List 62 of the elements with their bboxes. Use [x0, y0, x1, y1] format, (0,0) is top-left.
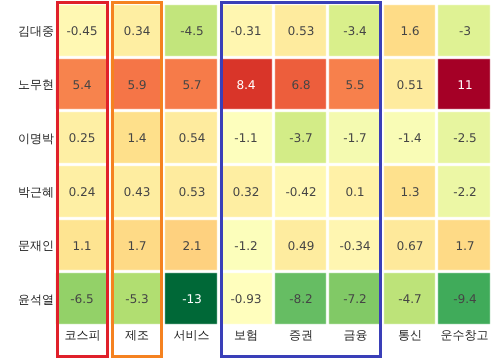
- data-label: 0.53: [178, 185, 206, 200]
- data-label: 1.3: [400, 185, 420, 200]
- data-label: 0.51: [396, 78, 424, 92]
- data-label: 0.43: [124, 185, 150, 200]
- data-label: -0.31: [230, 24, 262, 38]
- data-label: -7.2: [343, 292, 367, 306]
- data-label: -3: [459, 24, 471, 38]
- x-tick-label: 운수창고: [440, 328, 489, 342]
- data-label: 1.1: [72, 239, 92, 254]
- data-label: -0.34: [339, 239, 371, 254]
- data-label: -0.42: [285, 185, 317, 200]
- x-tick-label: 제조: [124, 328, 149, 342]
- y-tick-label: 윤석열: [18, 292, 54, 306]
- x-tick-label: 금융: [343, 328, 368, 342]
- data-label: 11: [457, 78, 473, 92]
- data-label: 0.1: [345, 185, 365, 200]
- x-tick-label: 코스피: [64, 328, 100, 342]
- data-label: 5.4: [72, 78, 92, 92]
- data-label: -0.93: [230, 292, 262, 306]
- y-tick-label: 노무현: [18, 78, 54, 92]
- data-label: -2.2: [453, 185, 477, 200]
- data-label: 2.1: [182, 239, 202, 254]
- data-label: 0.49: [288, 239, 314, 254]
- data-label: 0.34: [124, 24, 150, 38]
- data-label: 0.67: [396, 239, 424, 254]
- data-label: 0.25: [68, 131, 96, 146]
- x-tick-label: 통신: [398, 328, 422, 342]
- data-label: -8.2: [289, 292, 313, 306]
- x-tick-label: 서비스: [174, 328, 210, 342]
- data-label: 1.6: [400, 24, 420, 38]
- data-label: -5.3: [125, 292, 149, 306]
- data-label: 0.53: [288, 24, 314, 38]
- data-label: 0.54: [178, 131, 206, 146]
- data-label: -4.5: [180, 24, 204, 38]
- data-label: 1.7: [455, 239, 475, 254]
- data-label: -9.4: [453, 292, 477, 306]
- data-label: -1.2: [234, 239, 258, 254]
- data-label: -1.4: [398, 131, 422, 146]
- x-tick-label: 보험: [234, 328, 258, 342]
- data-label: -3.7: [289, 131, 313, 146]
- data-label: 6.8: [291, 78, 311, 92]
- data-label: -2.5: [453, 131, 477, 146]
- data-label: -6.5: [70, 292, 94, 306]
- y-tick-label: 문재인: [18, 238, 54, 253]
- data-label: 5.9: [127, 78, 147, 92]
- data-label: 8.4: [236, 78, 256, 92]
- data-label: -13: [182, 292, 202, 306]
- x-tick-label: 증권: [288, 328, 313, 342]
- data-label: 1.4: [127, 131, 147, 146]
- y-tick-label: 이명박: [18, 131, 54, 146]
- data-label: -3.4: [343, 24, 367, 38]
- data-label: 5.5: [345, 78, 365, 92]
- y-tick-label: 김대중: [18, 24, 54, 38]
- data-label: 5.7: [182, 78, 202, 92]
- data-label: -1.7: [343, 131, 367, 146]
- data-label: 0.24: [68, 185, 96, 200]
- y-tick-label: 박근혜: [18, 185, 54, 200]
- data-label: 0.32: [232, 185, 260, 200]
- data-label: -0.45: [66, 24, 98, 38]
- data-label: 1.7: [127, 239, 147, 254]
- data-label: -1.1: [234, 131, 258, 146]
- data-label: -4.7: [398, 292, 422, 306]
